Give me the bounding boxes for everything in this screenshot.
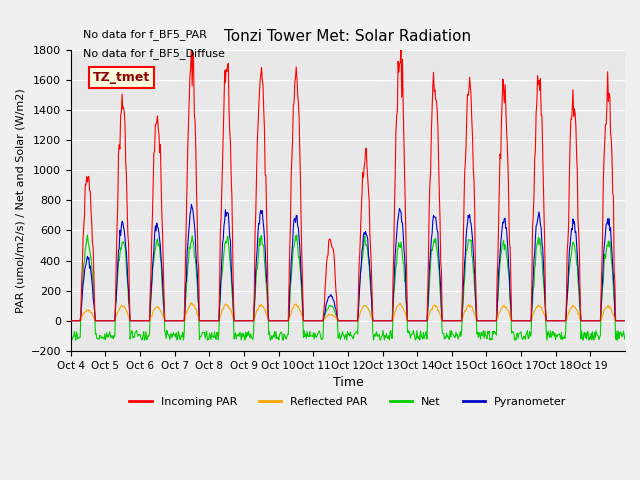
Text: No data for f_BF5_PAR: No data for f_BF5_PAR: [83, 29, 207, 40]
X-axis label: Time: Time: [333, 376, 364, 389]
Y-axis label: PAR (umol/m2/s) / Net and Solar (W/m2): PAR (umol/m2/s) / Net and Solar (W/m2): [15, 88, 25, 312]
Text: No data for f_BF5_Diffuse: No data for f_BF5_Diffuse: [83, 48, 225, 59]
Legend: Incoming PAR, Reflected PAR, Net, Pyranometer: Incoming PAR, Reflected PAR, Net, Pyrano…: [125, 393, 571, 411]
Text: TZ_tmet: TZ_tmet: [93, 71, 150, 84]
Title: Tonzi Tower Met: Solar Radiation: Tonzi Tower Met: Solar Radiation: [225, 29, 472, 44]
